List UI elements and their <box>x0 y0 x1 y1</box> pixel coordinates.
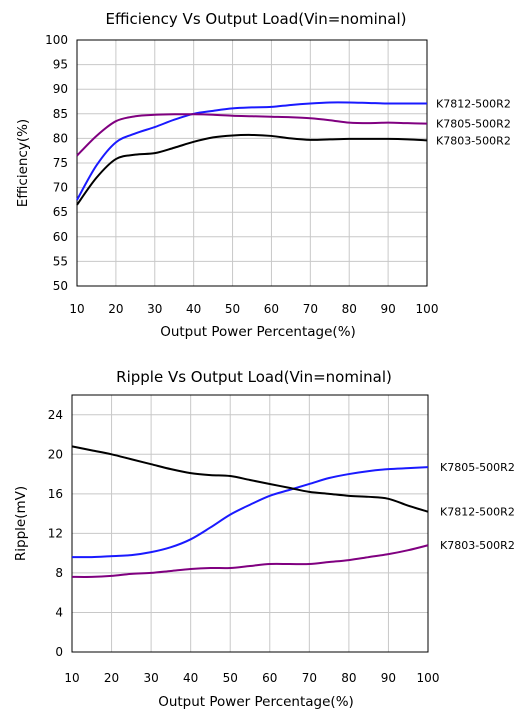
legend-label-k7812-500r2: K7812-500R2 <box>440 506 515 519</box>
x-tick-label: 90 <box>380 302 395 316</box>
y-tick-label: 75 <box>53 156 68 170</box>
y-tick-label: 20 <box>48 447 63 461</box>
y-tick-label: 70 <box>53 181 68 195</box>
series-line-k7805-500r2 <box>76 113 428 157</box>
x-tick-label: 40 <box>183 671 198 685</box>
x-tick-label: 70 <box>302 671 317 685</box>
y-axis-label: Efficiency(%) <box>15 119 31 207</box>
x-tick-label: 80 <box>342 302 357 316</box>
x-tick-label: 70 <box>303 302 318 316</box>
y-tick-label: 85 <box>53 107 68 121</box>
y-tick-label: 8 <box>55 566 63 580</box>
y-tick-label: 100 <box>45 33 68 47</box>
y-tick-label: 12 <box>48 526 63 540</box>
y-axis-label: Ripple(mV) <box>13 486 29 561</box>
x-tick-label: 30 <box>147 302 162 316</box>
legend-label-k7812-500r2: K7812-500R2 <box>436 97 511 110</box>
legend-label-k7805-500r2: K7805-500R2 <box>436 118 511 131</box>
x-tick-label: 100 <box>417 671 440 685</box>
x-tick-label: 40 <box>186 302 201 316</box>
chart-title: Efficiency Vs Output Load(Vin=nominal) <box>106 10 407 28</box>
x-tick-label: 50 <box>225 302 240 316</box>
x-axis-label: Output Power Percentage(%) <box>160 324 356 340</box>
legend-label-k7803-500r2: K7803-500R2 <box>440 539 515 552</box>
y-tick-label: 55 <box>53 254 68 268</box>
x-tick-label: 20 <box>104 671 119 685</box>
x-tick-label: 60 <box>262 671 277 685</box>
chart-title: Ripple Vs Output Load(Vin=nominal) <box>116 368 392 386</box>
y-tick-label: 60 <box>53 230 68 244</box>
series-line-k7803-500r2 <box>71 544 429 578</box>
y-tick-label: 95 <box>53 58 68 72</box>
series-line-k7805-500r2 <box>71 466 429 559</box>
series-line-k7812-500r2 <box>71 445 429 513</box>
y-tick-label: 16 <box>48 487 63 501</box>
x-tick-label: 80 <box>341 671 356 685</box>
x-axis-label: Output Power Percentage(%) <box>158 694 354 710</box>
plot-frame <box>71 394 429 653</box>
series-line-k7812-500r2 <box>76 101 427 201</box>
x-tick-label: 10 <box>69 302 84 316</box>
chart-2: Ripple Vs Output Load(Vin=nominal) 10 20 30… <box>13 368 515 710</box>
y-tick-label: 65 <box>53 205 68 219</box>
x-tick-label: 50 <box>223 671 238 685</box>
y-tick-label: 80 <box>53 131 68 145</box>
y-tick-label: 50 <box>53 279 68 293</box>
y-tick-label: 24 <box>48 408 63 422</box>
legend-label-k7805-500r2: K7805-500R2 <box>440 461 515 474</box>
x-tick-label: 10 <box>64 671 79 685</box>
y-tick-label: 4 <box>55 605 63 619</box>
y-tick-label: 90 <box>53 82 68 96</box>
series-line-k7803-500r2 <box>76 133 428 206</box>
x-tick-label: 20 <box>108 302 123 316</box>
x-tick-label: 100 <box>416 302 439 316</box>
x-tick-label: 60 <box>264 302 279 316</box>
legend-label-k7803-500r2: K7803-500R2 <box>436 134 511 147</box>
x-tick-label: 90 <box>381 671 396 685</box>
chart-1: Efficiency Vs Output Load(Vin=nominal) 10… <box>15 10 511 340</box>
x-tick-label: 30 <box>143 671 158 685</box>
plot-frame <box>76 39 428 287</box>
y-tick-label: 0 <box>55 645 63 659</box>
